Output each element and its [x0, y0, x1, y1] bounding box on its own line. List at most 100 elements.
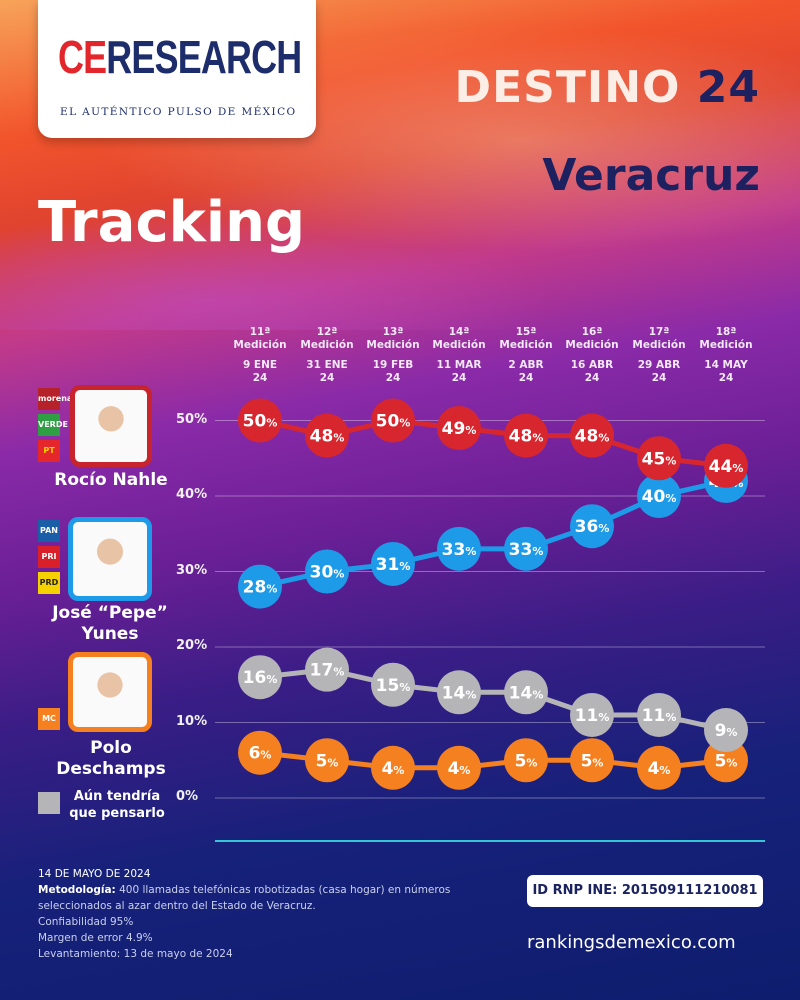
data-label: 45% — [642, 449, 677, 469]
data-label: 9% — [715, 721, 738, 741]
data-point — [371, 745, 415, 790]
rnp-id-badge: ID RNP INE: 201509111210081 — [527, 875, 763, 907]
data-label: 16% — [243, 668, 278, 688]
data-label: 11% — [575, 706, 610, 726]
y-tick-label: 50% — [176, 411, 208, 427]
data-point — [238, 655, 282, 700]
data-label: 30% — [310, 563, 345, 583]
data-point — [704, 443, 748, 488]
methodology: Metodología: 400 llamadas telefónicas ro… — [38, 884, 451, 912]
data-point — [305, 413, 349, 458]
data-label: 14% — [509, 683, 544, 703]
divider — [215, 840, 765, 842]
col-date: 29 ABR 24 — [619, 359, 699, 385]
col-medicion: 18ª — [715, 326, 737, 338]
data-point — [504, 526, 548, 571]
col-label: Medición — [233, 339, 287, 351]
data-point — [238, 398, 282, 443]
data-point — [238, 730, 282, 775]
party-pri-icon: PRI — [38, 546, 60, 568]
data-label: 50% — [243, 412, 278, 432]
party-pt-icon: PT — [38, 440, 60, 462]
col-date: 31 ENE 24 — [287, 359, 367, 385]
data-point — [437, 745, 481, 790]
col-date: 16 ABR — [570, 359, 614, 371]
data-label: 15% — [376, 676, 411, 696]
data-point — [437, 406, 481, 451]
col-year: 24 — [252, 372, 268, 384]
data-label: 5% — [581, 751, 604, 771]
party-prd-icon: PRD — [38, 572, 60, 594]
data-label: 40% — [642, 487, 677, 507]
methodology-note: 14 DE MAYO DE 2024 Metodología: 400 llam… — [38, 866, 478, 962]
col-date: 19 FEB 24 — [353, 359, 433, 385]
note-date: 14 DE MAYO DE 2024 — [38, 868, 151, 880]
column-header: 12ª Medición 31 ENE 24 — [287, 326, 367, 385]
data-label: 33% — [442, 540, 477, 560]
avatar-jose-yunes — [68, 517, 152, 601]
col-label: Medición — [632, 339, 686, 351]
data-label: 5% — [316, 751, 339, 771]
column-header: 16ª Medición 16 ABR 24 — [552, 326, 632, 385]
col-label: Medición — [499, 339, 553, 351]
y-tick-label: 40% — [176, 487, 208, 502]
data-point — [637, 474, 681, 518]
undecided-legend-swatch — [38, 792, 60, 814]
data-point — [305, 549, 349, 594]
col-date: 9 ENE 24 — [220, 359, 300, 385]
series-1: 28%30%31%33%33%36%40%42% — [238, 458, 748, 609]
undecided-label: Aún tendría que pensarlo — [69, 789, 165, 821]
data-point — [504, 738, 548, 783]
data-point — [637, 692, 681, 737]
logo: CERESEARCH EL AUTÉNTICO PULSO DE MÉXICO — [38, 0, 316, 138]
website-link[interactable]: rankingsdemexico.com — [527, 932, 736, 953]
data-point — [570, 692, 614, 737]
candidate-name: Polo Deschamps — [56, 738, 166, 779]
margin-of-error: Margen de error 4.9% — [38, 932, 153, 944]
col-year: 24 — [584, 372, 600, 384]
data-point — [504, 670, 548, 715]
data-label: 36% — [575, 517, 610, 537]
col-year: 24 — [651, 372, 667, 384]
column-header: 11ª Medición 9 ENE 24 — [220, 326, 300, 385]
column-header: 13ª Medición 19 FEB 24 — [353, 326, 433, 385]
data-label: 17% — [310, 661, 345, 681]
col-date: 11 MAR 24 — [419, 359, 499, 385]
data-label: 5% — [515, 751, 538, 771]
data-point — [570, 738, 614, 783]
candidate-name: José “Pepe” Yunes — [52, 603, 168, 644]
party-pan-icon: PAN — [38, 520, 60, 542]
party-morena-icon: morena — [38, 388, 72, 410]
section-title: Tracking — [38, 190, 306, 255]
data-label: 50% — [376, 412, 411, 432]
column-header: 17ª Medición 29 ABR 24 — [619, 326, 699, 385]
col-medicion: 16ª — [581, 326, 603, 338]
data-label: 44% — [709, 457, 744, 477]
col-date: 14 MAY 24 — [686, 359, 766, 385]
data-label: 48% — [509, 427, 544, 447]
avatar-rocio-nahle — [70, 385, 152, 467]
col-medicion: 12ª — [316, 326, 338, 338]
data-point — [371, 541, 415, 586]
data-label: 4% — [382, 759, 405, 779]
data-point — [704, 738, 748, 783]
destino-title: DESTINO 24 — [454, 62, 760, 113]
data-label: 49% — [442, 419, 477, 439]
col-date: 2 ABR 24 — [486, 359, 566, 385]
col-medicion: 11ª — [249, 326, 271, 338]
y-tick-label: 0% — [176, 789, 199, 804]
data-point — [305, 647, 349, 692]
data-point — [570, 413, 614, 458]
col-label: Medición — [699, 339, 753, 351]
col-label: Medición — [366, 339, 420, 351]
fieldwork-date: Levantamiento: 13 de mayo de 2024 — [38, 948, 233, 960]
data-label: 33% — [509, 540, 544, 560]
col-year: 24 — [451, 372, 467, 384]
party-mc-icon: MC — [38, 708, 60, 730]
col-medicion: 13ª — [382, 326, 404, 338]
data-label: 11% — [642, 706, 677, 726]
avatar-polo-deschamps — [68, 652, 152, 732]
data-point — [238, 564, 282, 609]
col-label: Medición — [432, 339, 486, 351]
data-point — [305, 738, 349, 783]
